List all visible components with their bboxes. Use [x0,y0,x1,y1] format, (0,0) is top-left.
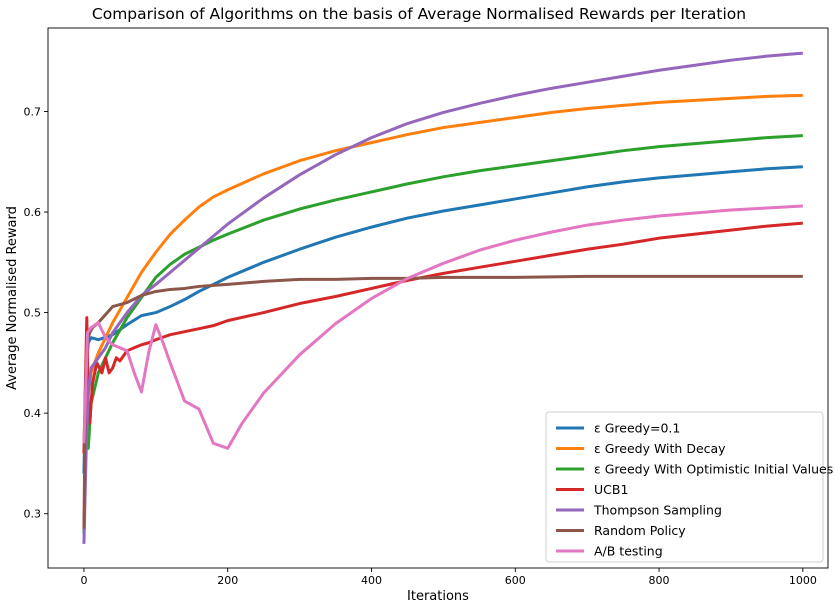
x-tick-label: 800 [649,574,670,587]
y-tick-label: 0.6 [24,206,42,219]
legend-label-4: Thompson Sampling [593,503,722,518]
y-tick-label: 0.5 [24,307,42,320]
x-tick-label: 0 [80,574,87,587]
x-axis-label: Iterations [407,589,469,604]
legend-label-6: A/B testing [594,544,663,559]
x-axis-ticks: 0 200 400 600 800 1000 [80,568,817,587]
chart-title: Comparison of Algorithms on the basis of… [92,5,746,23]
legend-box [545,411,824,563]
x-tick-label: 400 [361,574,382,587]
y-axis-ticks: 0.3 0.4 0.5 0.6 0.7 [24,105,48,521]
series-line-6 [82,204,803,450]
x-tick-label: 200 [217,574,238,587]
legend: ε Greedy=0.1 ε Greedy With Decay ε Greedy … [545,411,833,563]
plot-frame [47,27,829,569]
legend-label-1: ε Greedy With Decay [594,441,726,456]
y-tick-label: 0.3 [24,508,42,521]
legend-label-5: Random Policy [594,523,686,538]
series-line-4 [82,51,803,544]
legend-label-3: UCB1 [594,482,628,497]
x-tick-label: 1000 [789,574,817,587]
series-layer [82,51,803,544]
series-line-3 [82,221,803,454]
x-tick-label: 600 [505,574,526,587]
y-tick-label: 0.4 [24,407,42,420]
y-tick-label: 0.7 [24,105,42,118]
y-axis-label: Average Normalised Reward [5,206,20,390]
legend-label-2: ε Greedy With Optimistic Initial Values [594,462,833,477]
legend-label-0: ε Greedy=0.1 [594,421,680,436]
